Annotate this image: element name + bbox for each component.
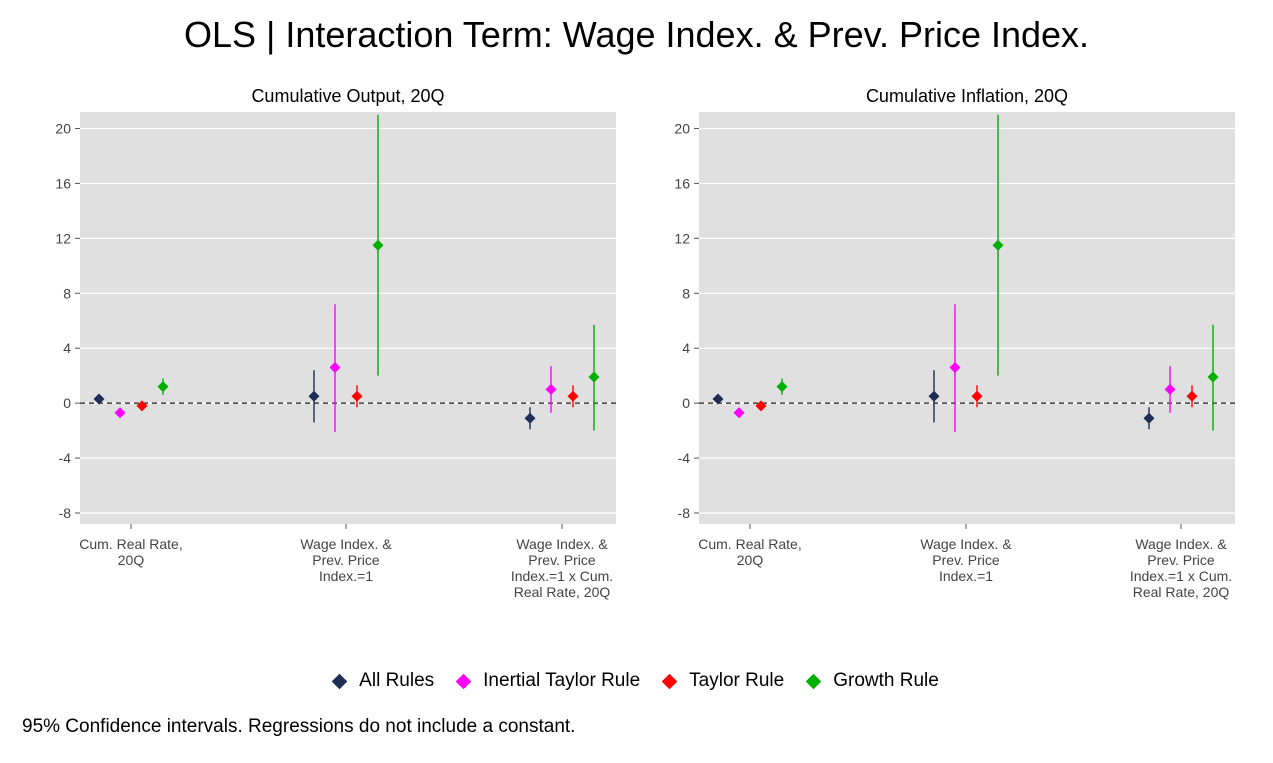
chart-title: OLS | Interaction Term: Wage Index. & Pr… xyxy=(183,14,1090,55)
x-tick-label: Wage Index. & Prev. Price Index.=1 x Cum. R… xyxy=(1130,536,1232,600)
point-growth-rule xyxy=(588,371,600,383)
x-tick-label: Wage Index. & Prev. Price Index.=1 xyxy=(300,536,392,584)
legend-label: All Rules xyxy=(359,670,435,691)
y-tick-label: -8 xyxy=(59,505,72,521)
legend-marker-icon xyxy=(331,673,348,689)
y-tick-label: -4 xyxy=(678,450,691,466)
legend-label: Taylor Rule xyxy=(689,670,785,691)
panel-1: Cumulative Output, 20Q -8 -4 0 4 8 12 16 20 Cum. … xyxy=(55,86,616,600)
point-inertial-taylor-rule xyxy=(329,361,341,373)
point-growth-rule xyxy=(992,239,1004,251)
point-growth-rule xyxy=(157,381,169,393)
y-tick-label: 12 xyxy=(674,230,690,246)
y-tick-label: 4 xyxy=(63,340,71,356)
point-growth-rule xyxy=(776,381,788,393)
point-inertial-taylor-rule xyxy=(1164,383,1176,395)
panel-title: Cumulative Output, 20Q xyxy=(251,86,444,106)
chart-canvas: Cumulative Output, 20Q -8 -4 0 4 8 12 16 20 Cum. … xyxy=(55,86,1235,600)
y-tick-label: -4 xyxy=(59,450,72,466)
legend-marker-icon xyxy=(455,673,472,689)
plot-background xyxy=(699,112,1235,524)
point-growth-rule xyxy=(372,239,384,251)
y-tick-label: 8 xyxy=(63,285,71,301)
y-tick-label: 16 xyxy=(674,175,690,191)
point-inertial-taylor-rule xyxy=(545,383,557,395)
point-taylor-rule xyxy=(136,400,148,412)
legend-marker-icon xyxy=(805,673,822,689)
legend-marker-icon xyxy=(661,673,678,689)
y-tick-label: 0 xyxy=(682,395,690,411)
legend-item: Inertial Taylor Rule xyxy=(455,670,641,692)
y-tick-label: 16 xyxy=(55,175,71,191)
plot-background xyxy=(80,112,616,524)
y-tick-label: 4 xyxy=(682,340,690,356)
legend-item: All Rules xyxy=(331,670,435,692)
y-tick-label: 12 xyxy=(55,230,71,246)
point-all-rules xyxy=(93,393,105,405)
point-growth-rule xyxy=(1207,371,1219,383)
point-taylor-rule xyxy=(1186,390,1198,402)
point-all-rules xyxy=(524,412,536,424)
point-all-rules xyxy=(1143,412,1155,424)
y-tick-label: 20 xyxy=(674,120,690,136)
legend-label: Growth Rule xyxy=(833,670,939,691)
legend-label: Inertial Taylor Rule xyxy=(483,670,641,691)
y-tick-label: 8 xyxy=(682,285,690,301)
legend: All Rules Inertial Taylor Rule Taylor Rule… xyxy=(0,670,1273,692)
x-tick-label: Wage Index. & Prev. Price Index.=1 xyxy=(920,536,1012,584)
footnote: 95% Confidence intervals. Regressions do… xyxy=(22,716,576,737)
point-inertial-taylor-rule xyxy=(114,407,126,419)
x-tick-label: Wage Index. & Prev. Price Index.=1 x Cum. R… xyxy=(511,536,613,600)
panel-title: Cumulative Inflation, 20Q xyxy=(866,86,1068,106)
point-inertial-taylor-rule xyxy=(949,361,961,373)
x-tick-label: Cum. Real Rate, 20Q xyxy=(79,536,182,568)
point-all-rules xyxy=(712,393,724,405)
point-inertial-taylor-rule xyxy=(733,407,745,419)
point-taylor-rule xyxy=(351,390,363,402)
y-tick-label: 20 xyxy=(55,120,71,136)
point-taylor-rule xyxy=(755,400,767,412)
y-tick-label: 0 xyxy=(63,395,71,411)
x-tick-label: Cum. Real Rate, 20Q xyxy=(698,536,801,568)
y-tick-label: -8 xyxy=(678,505,691,521)
point-taylor-rule xyxy=(567,390,579,402)
panel-2: Cumulative Inflation, 20Q -8 -4 0 4 8 12 16 20 Cu… xyxy=(674,86,1235,600)
legend-item: Growth Rule xyxy=(805,670,939,692)
point-taylor-rule xyxy=(971,390,983,402)
legend-item: Taylor Rule xyxy=(661,670,785,692)
point-all-rules xyxy=(928,390,940,402)
point-all-rules xyxy=(308,390,320,402)
